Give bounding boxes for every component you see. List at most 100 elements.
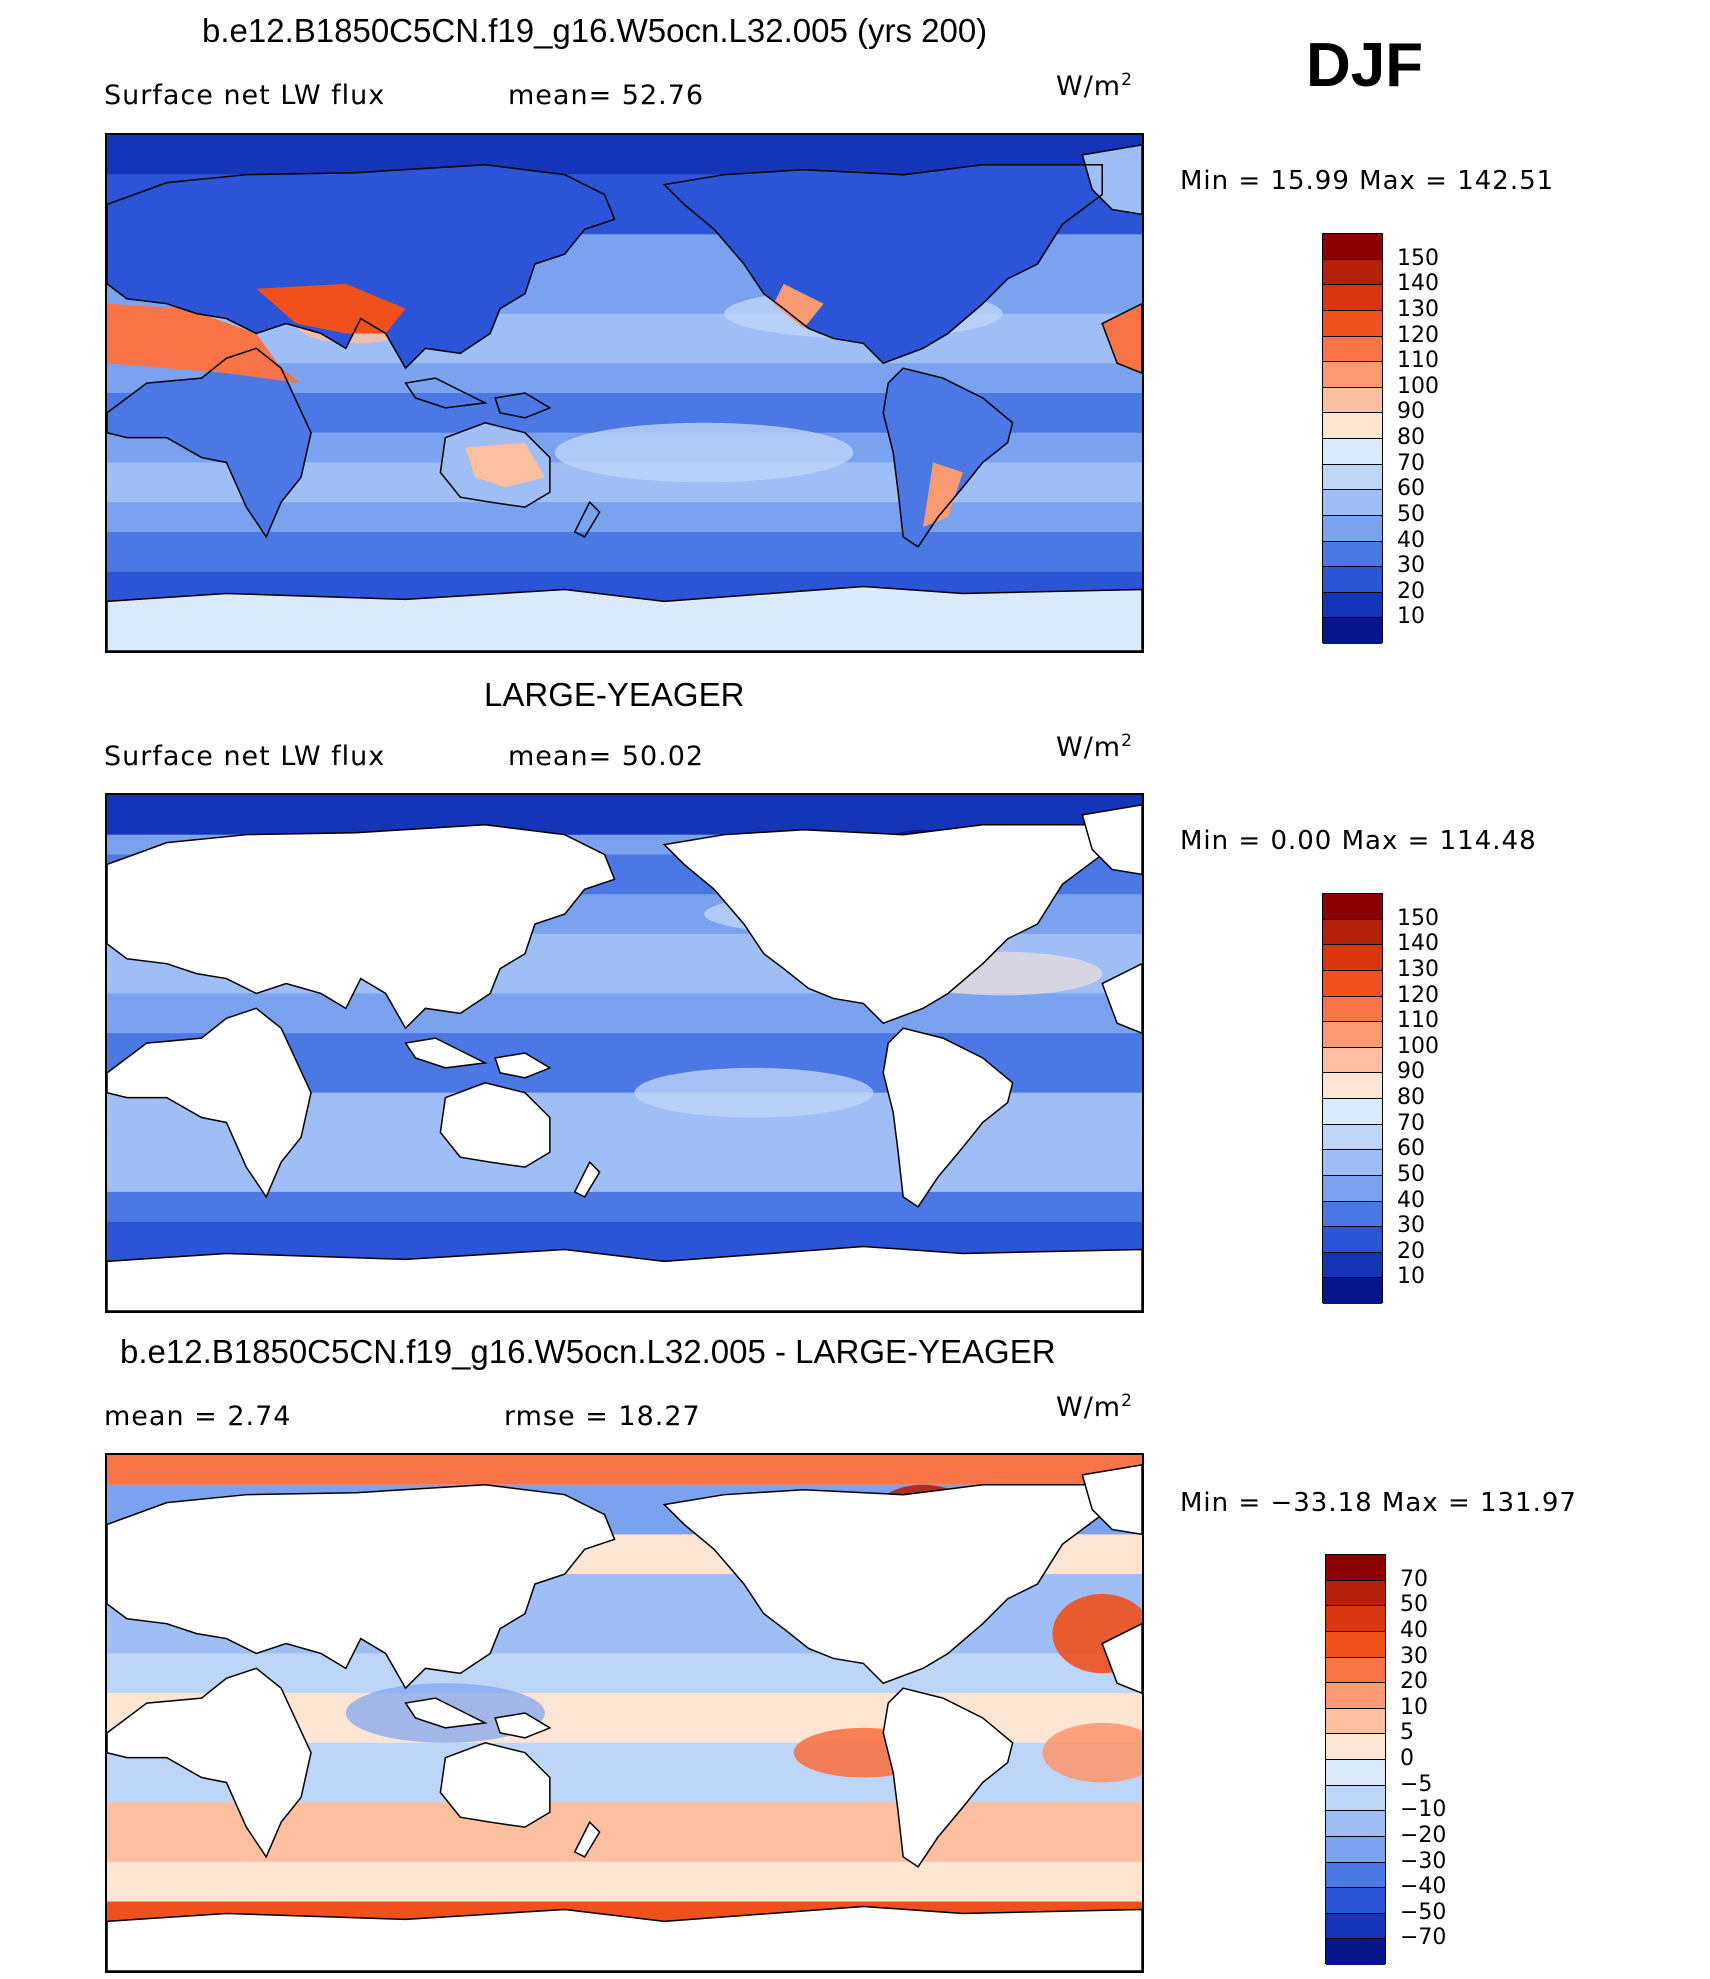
colorbar-swatch <box>1326 1580 1385 1607</box>
colorbar-swatch <box>1326 1888 1385 1914</box>
colorbar-swatch <box>1326 1836 1385 1863</box>
colorbar-swatch <box>1326 1785 1385 1812</box>
panel-3-units: W/m2 <box>1056 1391 1133 1423</box>
colorbar-tick-label: 80 <box>1397 1085 1425 1110</box>
colorbar-swatch <box>1323 894 1382 920</box>
colorbar-tick-label: 5 <box>1400 1720 1414 1746</box>
colorbar-swatch <box>1323 1150 1382 1176</box>
colorbar-swatch <box>1323 919 1382 946</box>
colorbar-swatch <box>1323 1073 1382 1099</box>
colorbar-swatch <box>1326 1913 1385 1940</box>
colorbar-tick-label: 10 <box>1400 1694 1428 1720</box>
colorbar-swatch <box>1323 1047 1382 1074</box>
colorbar-tick-label: 100 <box>1397 1033 1439 1059</box>
colorbar-tick-label: 60 <box>1397 476 1425 502</box>
panel-2-units: W/m2 <box>1056 731 1133 763</box>
colorbar-tick-label: 0 <box>1400 1746 1414 1771</box>
panel-3-mean-label: mean = 2.74 <box>104 1401 292 1432</box>
colorbar-tick-label: 150 <box>1397 905 1439 931</box>
colorbar-swatch <box>1323 996 1382 1023</box>
colorbar-swatch <box>1323 1099 1382 1125</box>
colorbar-tick-label: −30 <box>1400 1848 1447 1874</box>
colorbar-swatch <box>1323 310 1382 337</box>
panel-1-map <box>105 133 1144 653</box>
colorbar-tick-label: 90 <box>1397 399 1425 425</box>
panel-1-colorbar <box>1322 233 1383 644</box>
season-label: DJF <box>1306 31 1424 100</box>
colorbar-swatch <box>1323 413 1382 439</box>
panel-1-variable-label: Surface net LW flux <box>104 80 386 111</box>
colorbar-swatch <box>1323 970 1382 997</box>
panel-3-colorbar <box>1325 1554 1386 1965</box>
colorbar-tick-label: −5 <box>1400 1771 1433 1797</box>
colorbar-tick-label: 100 <box>1397 373 1439 399</box>
colorbar-tick-label: 40 <box>1400 1617 1428 1643</box>
colorbar-swatch <box>1323 515 1382 542</box>
colorbar-tick-label: −10 <box>1400 1797 1447 1823</box>
colorbar-tick-label: 20 <box>1397 1238 1425 1264</box>
colorbar-swatch <box>1326 1606 1385 1632</box>
colorbar-tick-label: 110 <box>1397 348 1439 374</box>
colorbar-swatch <box>1326 1811 1385 1837</box>
colorbar-tick-label: 120 <box>1397 322 1439 348</box>
colorbar-swatch <box>1323 1124 1382 1151</box>
colorbar-tick-label: 50 <box>1400 1592 1428 1618</box>
colorbar-tick-label: 80 <box>1397 425 1425 450</box>
colorbar-swatch <box>1323 1227 1382 1253</box>
colorbar-tick-label: 10 <box>1397 1264 1425 1290</box>
panel-1-units: W/m2 <box>1056 70 1133 102</box>
panel-2-map <box>105 793 1144 1313</box>
colorbar-swatch <box>1323 464 1382 491</box>
colorbar-tick-label: 140 <box>1397 931 1439 957</box>
colorbar-tick-label: 30 <box>1397 1213 1425 1239</box>
panel-2-mean-label: mean= 50.02 <box>508 741 705 772</box>
colorbar-swatch <box>1326 1631 1385 1658</box>
colorbar-tick-label: 50 <box>1397 1161 1425 1187</box>
colorbar-swatch <box>1323 490 1382 516</box>
colorbar-swatch <box>1323 592 1382 619</box>
colorbar-swatch <box>1323 1278 1382 1304</box>
panel-2-minmax: Min = 0.00 Max = 114.48 <box>1180 826 1537 856</box>
panel-2-title: LARGE-YEAGER <box>484 676 745 713</box>
colorbar-tick-label: 150 <box>1397 245 1439 271</box>
colorbar-swatch <box>1323 439 1382 465</box>
colorbar-tick-label: 130 <box>1397 956 1439 982</box>
colorbar-swatch <box>1323 567 1382 593</box>
colorbar-swatch <box>1326 1555 1385 1581</box>
colorbar-swatch <box>1326 1708 1385 1735</box>
panel-3-title: b.e12.B1850C5CN.f19_g16.W5ocn.L32.005 - … <box>120 1333 1056 1370</box>
colorbar-tick-label: 30 <box>1400 1643 1428 1669</box>
colorbar-swatch <box>1323 541 1382 568</box>
colorbar-tick-label: 10 <box>1397 604 1425 630</box>
colorbar-tick-label: −40 <box>1400 1874 1447 1900</box>
colorbar-swatch <box>1323 387 1382 414</box>
colorbar-tick-label: 70 <box>1397 1110 1425 1136</box>
colorbar-swatch <box>1323 1201 1382 1228</box>
colorbar-tick-label: 60 <box>1397 1136 1425 1162</box>
panel-3-minmax: Min = −33.18 Max = 131.97 <box>1180 1488 1577 1518</box>
colorbar-swatch <box>1323 259 1382 286</box>
colorbar-tick-label: 20 <box>1400 1669 1428 1695</box>
colorbar-tick-label: 70 <box>1397 450 1425 476</box>
panel-3-rmse-label: rmse = 18.27 <box>504 1401 701 1432</box>
colorbar-tick-label: 40 <box>1397 527 1425 553</box>
colorbar-tick-label: 140 <box>1397 271 1439 297</box>
colorbar-swatch <box>1323 234 1382 260</box>
panel-1-title: b.e12.B1850C5CN.f19_g16.W5ocn.L32.005 (y… <box>202 12 988 49</box>
colorbar-swatch <box>1326 1862 1385 1889</box>
colorbar-swatch <box>1323 1175 1382 1202</box>
panel-1-minmax: Min = 15.99 Max = 142.51 <box>1180 166 1555 196</box>
panel-2-colorbar <box>1322 893 1383 1304</box>
colorbar-swatch <box>1323 285 1382 311</box>
panel-3-map <box>105 1453 1144 1973</box>
colorbar-swatch <box>1326 1939 1385 1965</box>
colorbar-swatch <box>1326 1760 1385 1786</box>
colorbar-tick-label: 130 <box>1397 296 1439 322</box>
colorbar-tick-label: 30 <box>1397 553 1425 579</box>
colorbar-tick-label: 120 <box>1397 982 1439 1008</box>
colorbar-tick-label: 90 <box>1397 1059 1425 1085</box>
colorbar-tick-label: −70 <box>1400 1925 1447 1951</box>
colorbar-swatch <box>1323 336 1382 363</box>
colorbar-tick-label: 50 <box>1397 501 1425 527</box>
colorbar-tick-label: 20 <box>1397 578 1425 604</box>
